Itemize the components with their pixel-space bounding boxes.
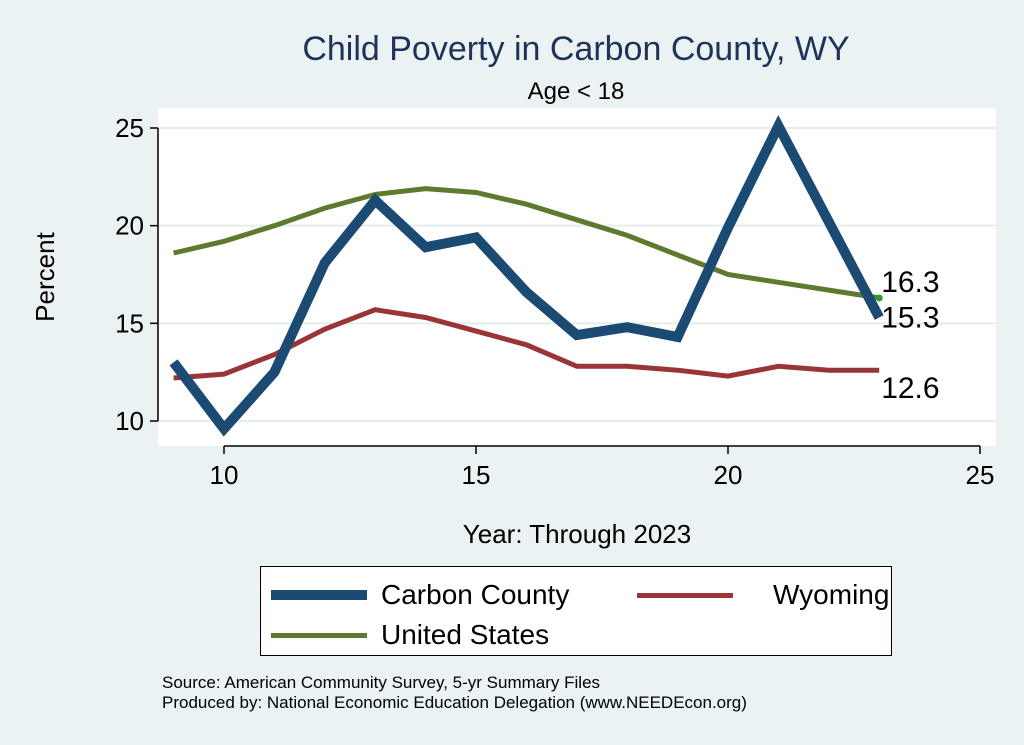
end-label-wyoming: 12.6 [881,372,939,405]
legend-item-wyoming: Wyoming [637,579,889,611]
end-marker-united-states [875,294,883,302]
x-axis-label: Year: Through 2023 [463,519,691,549]
y-tick-label-10: 10 [115,406,144,436]
end-labels: 15.3 12.6 16.3 [881,266,939,405]
plot-area [158,108,996,446]
y-tick-label-20: 20 [115,211,144,241]
chart-title: Child Poverty in Carbon County, WY [302,30,849,68]
legend: Carbon County Wyoming United States [260,566,892,656]
end-label-carbon-county: 15.3 [881,301,939,334]
legend-label-united-states: United States [381,619,550,650]
legend-item-united-states: United States [271,619,549,651]
legend-swatch-united-states [271,632,367,638]
end-label-united-states: 16.3 [881,266,939,299]
x-tick-label-10: 10 [210,460,239,490]
legend-label-carbon-county: Carbon County [381,579,570,610]
source-note: Source: American Community Survey, 5-yr … [162,673,601,692]
produced-by-note: Produced by: National Economic Education… [162,693,747,712]
y-tick-label-15: 15 [115,308,144,338]
y-tick-label-25: 25 [115,113,144,143]
legend-swatch-carbon-county [271,590,367,600]
x-tick-label-20: 20 [714,460,743,490]
legend-item-carbon-county: Carbon County [271,579,569,611]
chart-subtitle: Age < 18 [528,78,625,105]
legend-swatch-wyoming [637,592,733,598]
series-line-united-states [173,186,880,301]
y-axis-label: Percent [30,231,60,321]
series-lines [169,115,884,437]
x-tick-label-15: 15 [462,460,491,490]
legend-label-wyoming: Wyoming [773,579,890,610]
x-tick-label-25: 25 [966,460,995,490]
axes: 10 15 20 25 10 15 20 25 [115,113,994,490]
series-line-carbon-county [169,115,884,437]
